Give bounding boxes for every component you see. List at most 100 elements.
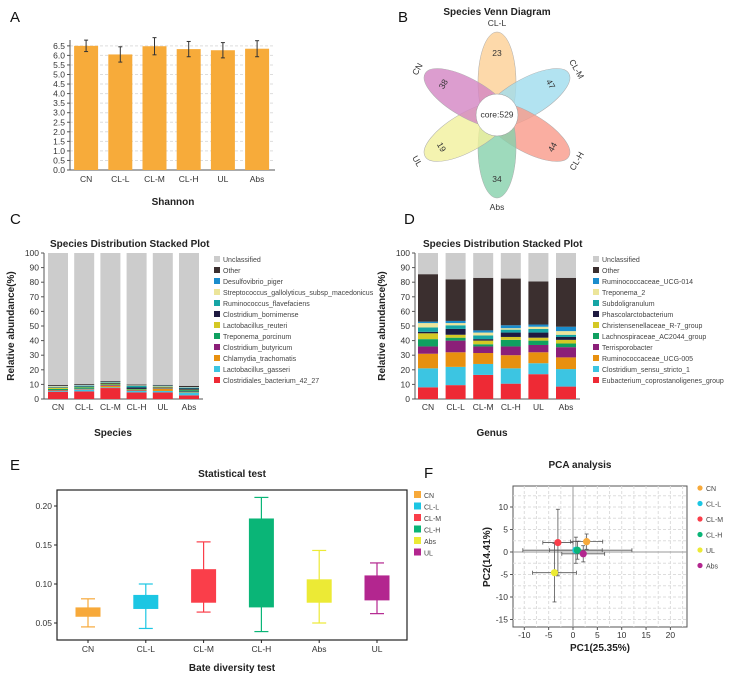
legend-label: Christensenellaceae_R-7_group xyxy=(602,323,703,330)
stack-segment-unclassified xyxy=(126,253,147,385)
stack-segment xyxy=(418,323,438,328)
x-tick-label: UL xyxy=(217,174,228,184)
chart-title: PCA analysis xyxy=(549,460,612,471)
x-tick-label: CL-M xyxy=(144,174,165,184)
y-tick-label: 0 xyxy=(34,394,39,404)
stack-segment xyxy=(48,391,68,399)
x-tick-label: CL-M xyxy=(193,644,214,654)
legend-swatch xyxy=(414,548,421,556)
y-tick-label: 10 xyxy=(401,379,411,389)
stack-segment xyxy=(445,334,466,338)
stack-segment-unclassified xyxy=(48,253,68,385)
y-tick-label: 5.0 xyxy=(53,70,65,80)
venn-core xyxy=(475,93,519,137)
legend-swatch xyxy=(214,333,220,339)
x-axis-label: Genus xyxy=(476,428,508,439)
x-tick-label: UL xyxy=(372,644,383,654)
y-tick-label: 100 xyxy=(396,248,410,258)
stack-segment xyxy=(126,386,147,388)
legend-swatch xyxy=(593,344,599,350)
y-tick-label: 5.5 xyxy=(53,60,65,70)
legend-swatch xyxy=(214,355,220,361)
stack-segment xyxy=(500,278,521,326)
stack-segment xyxy=(126,392,147,399)
legend-label: Clostridium_butyricum xyxy=(223,345,292,352)
x-tick-label: -10 xyxy=(518,630,531,640)
legend-swatch xyxy=(593,333,599,339)
legend-swatch xyxy=(593,366,599,372)
stack-segment xyxy=(556,343,576,348)
x-tick-label: CL-M xyxy=(100,402,121,412)
stack-segment xyxy=(179,387,199,389)
venn-set-label: CN xyxy=(410,61,425,77)
legend-swatch xyxy=(593,311,599,317)
x-tick-label: Abs xyxy=(250,174,265,184)
legend-swatch xyxy=(414,491,421,498)
x-axis-label: Shannon xyxy=(152,197,195,208)
legend-label: Treponema_2 xyxy=(602,290,645,297)
box-plot xyxy=(54,489,421,643)
stack-segment xyxy=(48,386,68,387)
y-tick-label: 80 xyxy=(401,277,411,287)
y-tick-label: -5 xyxy=(500,570,508,580)
y-tick-label: 10 xyxy=(30,379,40,389)
legend-label: Clostridium_sensu_stricto_1 xyxy=(602,367,690,374)
legend-label: Clostridiales_bacterium_42_27 xyxy=(223,378,319,385)
panel-label: A xyxy=(10,9,20,26)
bar-CL-L xyxy=(108,54,133,170)
x-tick-label: CL-L xyxy=(75,402,94,412)
x-tick-label: CN xyxy=(82,644,94,654)
y-tick-label: 3.5 xyxy=(53,98,65,108)
box-Abs xyxy=(306,579,332,603)
stack-segment xyxy=(528,340,549,345)
stack-segment xyxy=(500,325,521,329)
chart-title: Statistical test xyxy=(198,469,266,480)
stack-segment xyxy=(418,274,438,322)
stack-segment xyxy=(528,344,549,353)
venn-count: 34 xyxy=(492,174,502,184)
legend-dot xyxy=(697,547,703,553)
y-tick-label: 5 xyxy=(503,525,508,535)
y-tick-label: 90 xyxy=(30,263,40,273)
legend-label: Desulfovibrio_piger xyxy=(223,279,284,286)
point-CL-H xyxy=(573,546,581,554)
venn-diagram xyxy=(423,31,571,199)
legend-label: CL-M xyxy=(706,517,723,524)
y-axis-label: Relative abundance(%) xyxy=(6,271,17,380)
y-tick-label: 90 xyxy=(401,263,411,273)
x-tick-label: 10 xyxy=(617,630,627,640)
stack-segment xyxy=(500,383,521,399)
legend-swatch xyxy=(214,289,220,295)
bar-CL-M xyxy=(142,46,167,171)
legend-label: CN xyxy=(706,486,716,493)
y-tick-label: 3.0 xyxy=(53,108,65,118)
legend-label: Ruminococcaceae_UCG-005 xyxy=(602,356,693,363)
stack-segment xyxy=(100,387,121,389)
stack-segment-unclassified xyxy=(418,253,438,275)
point-Abs xyxy=(579,550,587,558)
panel-label: D xyxy=(404,211,415,228)
legend-swatch xyxy=(593,267,599,273)
legend-swatch xyxy=(214,366,220,372)
y-tick-label: 60 xyxy=(401,306,411,316)
bar-Abs xyxy=(245,48,270,171)
legend-swatch xyxy=(593,322,599,328)
legend-label: Chlamydia_trachomatis xyxy=(223,356,297,363)
legend-label: Unclassified xyxy=(602,257,640,264)
x-tick-label: CL-H xyxy=(251,644,271,654)
y-tick-label: 10 xyxy=(499,502,509,512)
y-tick-label: -15 xyxy=(496,615,509,625)
y-tick-label: 70 xyxy=(401,292,411,302)
y-tick-label: 0.05 xyxy=(35,618,52,628)
plot-frame xyxy=(56,489,408,641)
stack-segment xyxy=(152,390,173,393)
stack-segment xyxy=(445,340,466,353)
legend-swatch xyxy=(593,300,599,306)
stack-segment xyxy=(528,352,549,364)
y-tick-label: 50 xyxy=(30,321,40,331)
legend-label: Terrisporobacter xyxy=(602,345,653,352)
venn-core-label: core:529 xyxy=(480,110,513,120)
y-tick-label: 30 xyxy=(401,350,411,360)
stack-segment xyxy=(500,332,521,337)
stack-segment xyxy=(556,369,576,387)
